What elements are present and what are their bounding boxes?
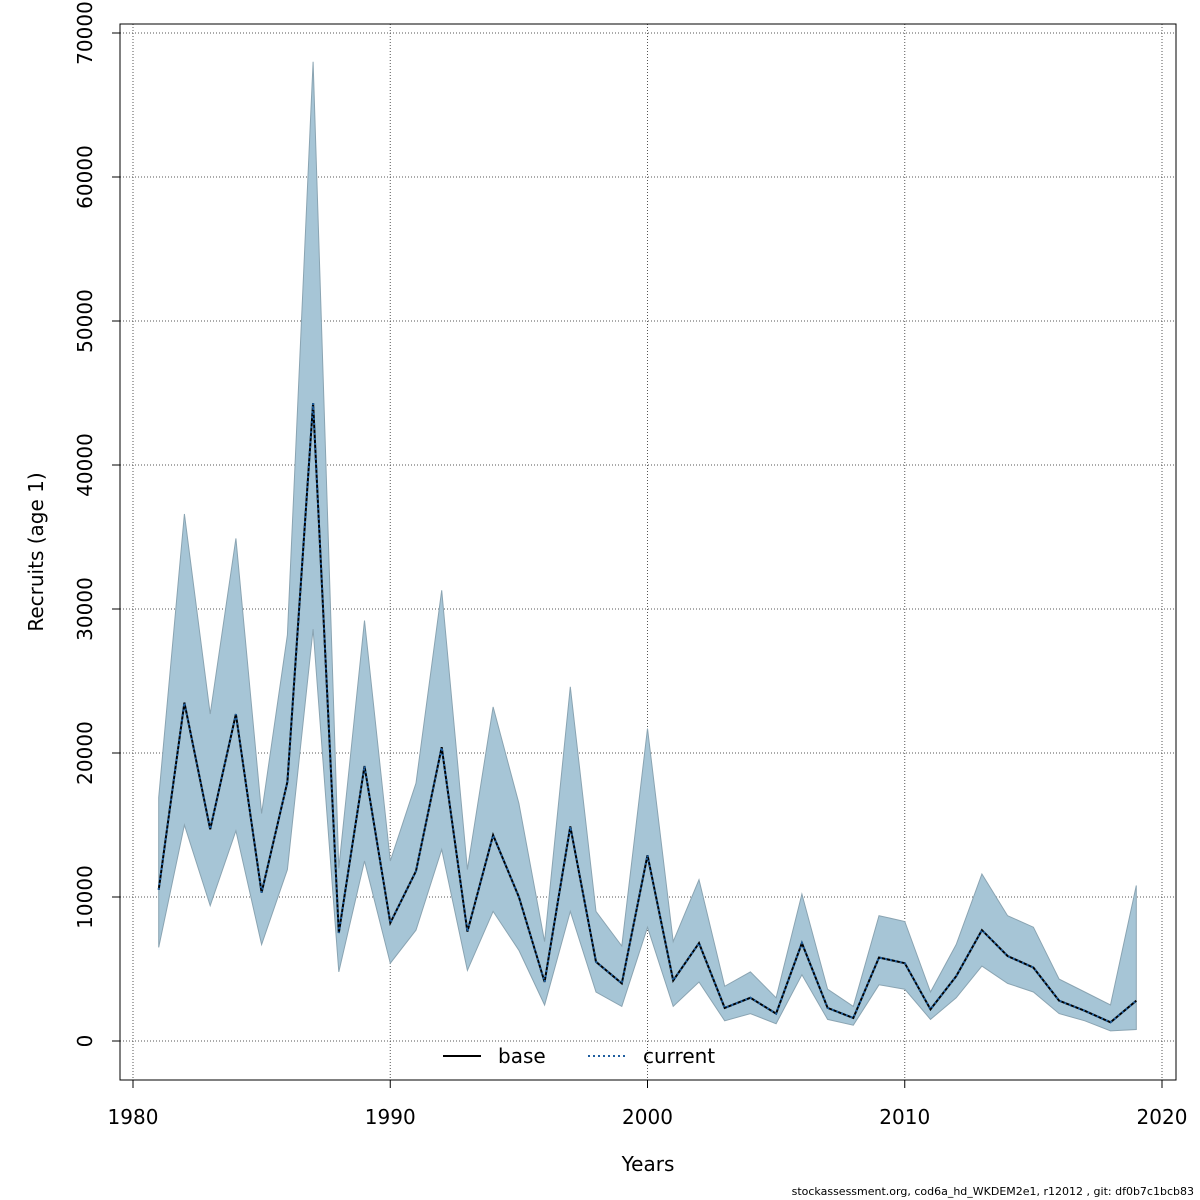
x-axis: 1980 1990 2000 2010 2020 (108, 1079, 1188, 1129)
confidence-band (158, 61, 1137, 1032)
legend-base-label: base (498, 1044, 546, 1068)
y-tick-label: 40000 (73, 433, 97, 497)
current-series-line (157, 403, 1137, 1024)
x-tick-label: 2020 (1137, 1105, 1188, 1129)
y-tick-label: 50000 (73, 289, 97, 353)
x-tick-label: 1980 (108, 1105, 159, 1129)
legend-current-label: current (643, 1044, 715, 1068)
x-tick-label: 1990 (365, 1105, 416, 1129)
y-axis-title: Recruits (age 1) (24, 472, 48, 631)
legend: base current (443, 1044, 715, 1068)
y-axis: 0 10000 20000 30000 40000 50000 60000 70000 (73, 1, 121, 1048)
y-tick-label: 60000 (73, 145, 97, 209)
footer-text: stockassessment.org, cod6a_hd_WKDEM2e1, … (791, 1185, 1194, 1198)
x-tick-label: 2010 (879, 1105, 930, 1129)
y-tick-label: 20000 (73, 721, 97, 785)
x-axis-title: Years (621, 1152, 675, 1176)
y-tick-label: 30000 (73, 577, 97, 641)
y-tick-label: 70000 (73, 1, 97, 65)
y-tick-label: 0 (73, 1035, 97, 1048)
y-tick-label: 10000 (73, 865, 97, 929)
x-tick-label: 2000 (622, 1105, 673, 1129)
